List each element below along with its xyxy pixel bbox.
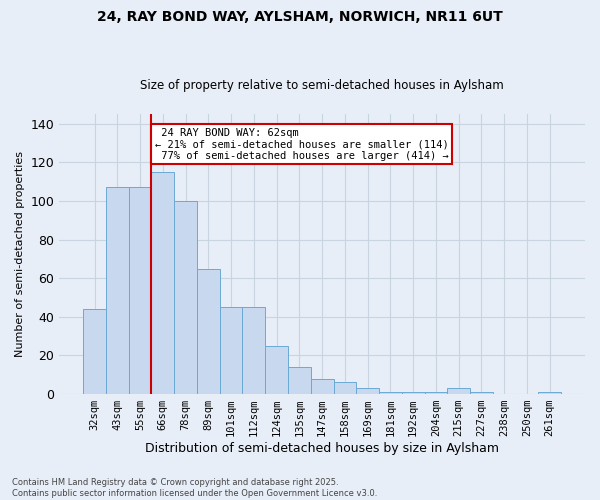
Bar [538, 392, 561, 394]
Bar [311, 378, 334, 394]
Text: Contains HM Land Registry data © Crown copyright and database right 2025.
Contai: Contains HM Land Registry data © Crown c… [12, 478, 377, 498]
Bar [356, 388, 379, 394]
Bar [402, 392, 425, 394]
Bar [379, 392, 402, 394]
Bar [129, 188, 151, 394]
Bar [151, 172, 174, 394]
Bar [448, 388, 470, 394]
Bar [220, 307, 242, 394]
Bar [334, 382, 356, 394]
Bar [83, 309, 106, 394]
Y-axis label: Number of semi-detached properties: Number of semi-detached properties [15, 151, 25, 357]
Bar [242, 307, 265, 394]
Title: Size of property relative to semi-detached houses in Aylsham: Size of property relative to semi-detach… [140, 79, 504, 92]
Bar [288, 367, 311, 394]
Bar [174, 201, 197, 394]
Bar [106, 188, 129, 394]
Text: 24 RAY BOND WAY: 62sqm
← 21% of semi-detached houses are smaller (114)
 77% of s: 24 RAY BOND WAY: 62sqm ← 21% of semi-det… [155, 128, 449, 160]
Bar [265, 346, 288, 394]
X-axis label: Distribution of semi-detached houses by size in Aylsham: Distribution of semi-detached houses by … [145, 442, 499, 455]
Bar [197, 268, 220, 394]
Bar [425, 392, 448, 394]
Bar [470, 392, 493, 394]
Text: 24, RAY BOND WAY, AYLSHAM, NORWICH, NR11 6UT: 24, RAY BOND WAY, AYLSHAM, NORWICH, NR11… [97, 10, 503, 24]
